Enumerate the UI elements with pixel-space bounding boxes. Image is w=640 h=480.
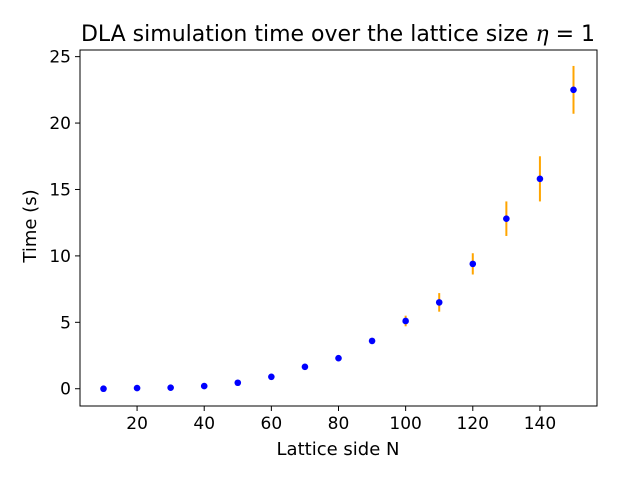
x-tick-label: 40	[193, 414, 215, 434]
y-tick-label: 10	[49, 247, 71, 267]
plot-marks	[100, 65, 577, 393]
data-point	[368, 337, 376, 345]
data-point	[200, 382, 208, 390]
y-tick-label: 15	[49, 180, 71, 200]
data-point	[570, 86, 577, 94]
plot-frame	[79, 49, 598, 407]
chart-title-text: DLA simulation time over the lattice siz…	[81, 22, 529, 47]
y-tick-label: 25	[49, 48, 71, 68]
data-point	[133, 384, 141, 392]
x-axis-label: Lattice side N	[277, 439, 400, 460]
data-point	[402, 317, 409, 325]
x-tick-label: 120	[457, 414, 489, 434]
data-point	[301, 363, 309, 371]
data-point	[536, 175, 544, 183]
chart-title-symbol: η	[535, 22, 548, 47]
x-tick-label: 20	[126, 414, 148, 434]
y-tick-label: 20	[49, 114, 71, 134]
y-axis-label: Time (s)	[20, 189, 41, 263]
x-tick-label: 60	[261, 414, 283, 434]
x-tick-label: 140	[524, 414, 556, 434]
data-point	[335, 354, 342, 362]
chart-title-equals: = 1	[549, 22, 595, 47]
x-tick-label: 100	[389, 414, 421, 434]
data-point	[503, 215, 510, 223]
chart-title: DLA simulation time over the lattice siz…	[81, 22, 595, 47]
data-point	[469, 260, 477, 268]
data-point	[234, 379, 242, 387]
data-point	[167, 384, 174, 391]
x-axis: 20 40 60 80 100 120 140	[126, 406, 556, 434]
y-tick-label: 5	[60, 313, 71, 333]
x-tick-label: 80	[328, 414, 350, 434]
y-axis: 0 5 10 15 20 25	[49, 48, 80, 400]
data-point	[100, 385, 107, 393]
data-point	[268, 373, 275, 381]
y-tick-label: 0	[60, 380, 71, 400]
data-point	[435, 299, 443, 306]
